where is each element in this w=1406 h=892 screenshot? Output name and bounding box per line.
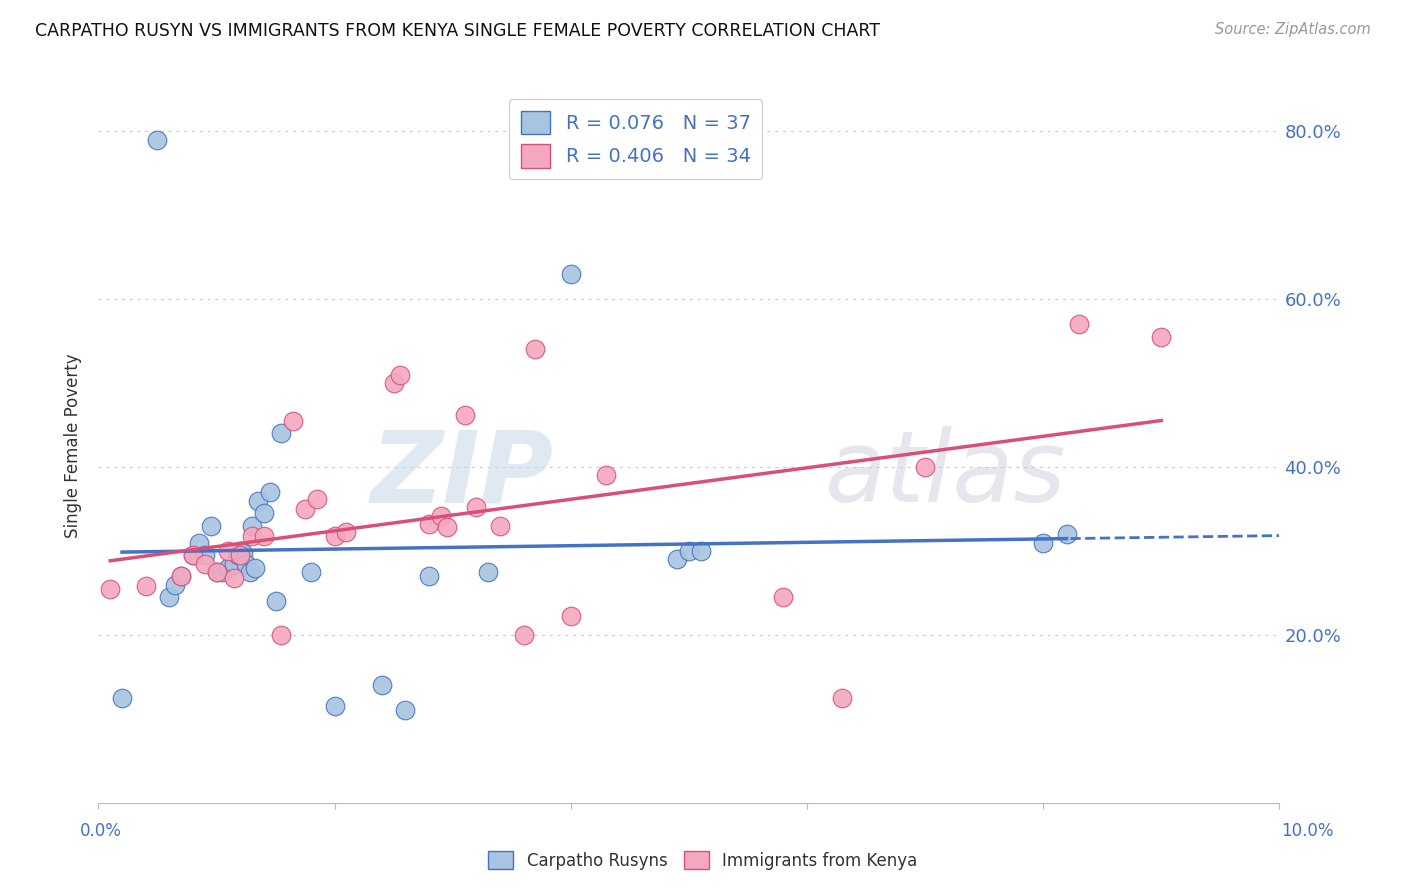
Point — [194, 548, 217, 562]
Point — [217, 560, 239, 574]
Point — [430, 508, 453, 523]
Point — [205, 565, 228, 579]
Point — [1056, 527, 1078, 541]
Point — [253, 529, 276, 543]
Legend: R = 0.076   N = 37, R = 0.406   N = 34: R = 0.076 N = 37, R = 0.406 N = 34 — [509, 99, 762, 179]
Point — [224, 571, 246, 585]
Point — [666, 552, 689, 566]
Point — [217, 544, 239, 558]
Point — [181, 548, 204, 562]
Point — [1150, 330, 1173, 344]
Point — [200, 518, 222, 533]
Point — [394, 703, 416, 717]
Point — [146, 132, 169, 146]
Point — [194, 557, 217, 571]
Point — [335, 525, 357, 540]
Point — [181, 548, 204, 562]
Point — [264, 594, 287, 608]
Point — [294, 502, 316, 516]
Point — [229, 548, 252, 562]
Point — [224, 557, 246, 571]
Point — [323, 699, 346, 714]
Point — [111, 690, 134, 705]
Point — [259, 485, 281, 500]
Text: CARPATHO RUSYN VS IMMIGRANTS FROM KENYA SINGLE FEMALE POVERTY CORRELATION CHART: CARPATHO RUSYN VS IMMIGRANTS FROM KENYA … — [35, 22, 880, 40]
Point — [388, 368, 411, 382]
Point — [135, 579, 157, 593]
Text: 0.0%: 0.0% — [80, 822, 122, 839]
Point — [253, 506, 276, 520]
Point — [299, 565, 322, 579]
Point — [831, 690, 853, 705]
Point — [595, 468, 617, 483]
Legend: Carpatho Rusyns, Immigrants from Kenya: Carpatho Rusyns, Immigrants from Kenya — [482, 845, 924, 877]
Point — [270, 426, 292, 441]
Point — [465, 500, 488, 515]
Text: atlas: atlas — [825, 426, 1066, 523]
Point — [512, 628, 534, 642]
Text: 10.0%: 10.0% — [1281, 822, 1334, 839]
Point — [165, 577, 187, 591]
Point — [1067, 318, 1090, 332]
Point — [98, 582, 121, 596]
Text: Source: ZipAtlas.com: Source: ZipAtlas.com — [1215, 22, 1371, 37]
Point — [170, 569, 193, 583]
Point — [436, 520, 458, 534]
Point — [560, 609, 582, 624]
Point — [689, 544, 711, 558]
Point — [270, 628, 292, 642]
Point — [187, 535, 209, 549]
Point — [157, 590, 180, 604]
Point — [524, 343, 547, 357]
Point — [231, 546, 253, 560]
Point — [283, 414, 305, 428]
Point — [477, 565, 499, 579]
Point — [772, 590, 794, 604]
Point — [246, 493, 269, 508]
Point — [240, 529, 263, 543]
Point — [323, 529, 346, 543]
Point — [245, 560, 267, 574]
Point — [418, 569, 440, 583]
Point — [382, 376, 405, 390]
Point — [226, 548, 249, 562]
Point — [560, 267, 582, 281]
Y-axis label: Single Female Poverty: Single Female Poverty — [65, 354, 83, 538]
Point — [418, 517, 440, 532]
Point — [678, 544, 700, 558]
Text: ZIP: ZIP — [370, 426, 553, 523]
Point — [205, 565, 228, 579]
Point — [235, 557, 257, 571]
Point — [240, 518, 263, 533]
Point — [229, 544, 252, 558]
Point — [305, 491, 328, 506]
Point — [1032, 535, 1054, 549]
Point — [489, 518, 512, 533]
Point — [914, 460, 936, 475]
Point — [211, 565, 233, 579]
Point — [453, 408, 475, 422]
Point — [170, 569, 193, 583]
Point — [371, 678, 394, 692]
Point — [239, 565, 262, 579]
